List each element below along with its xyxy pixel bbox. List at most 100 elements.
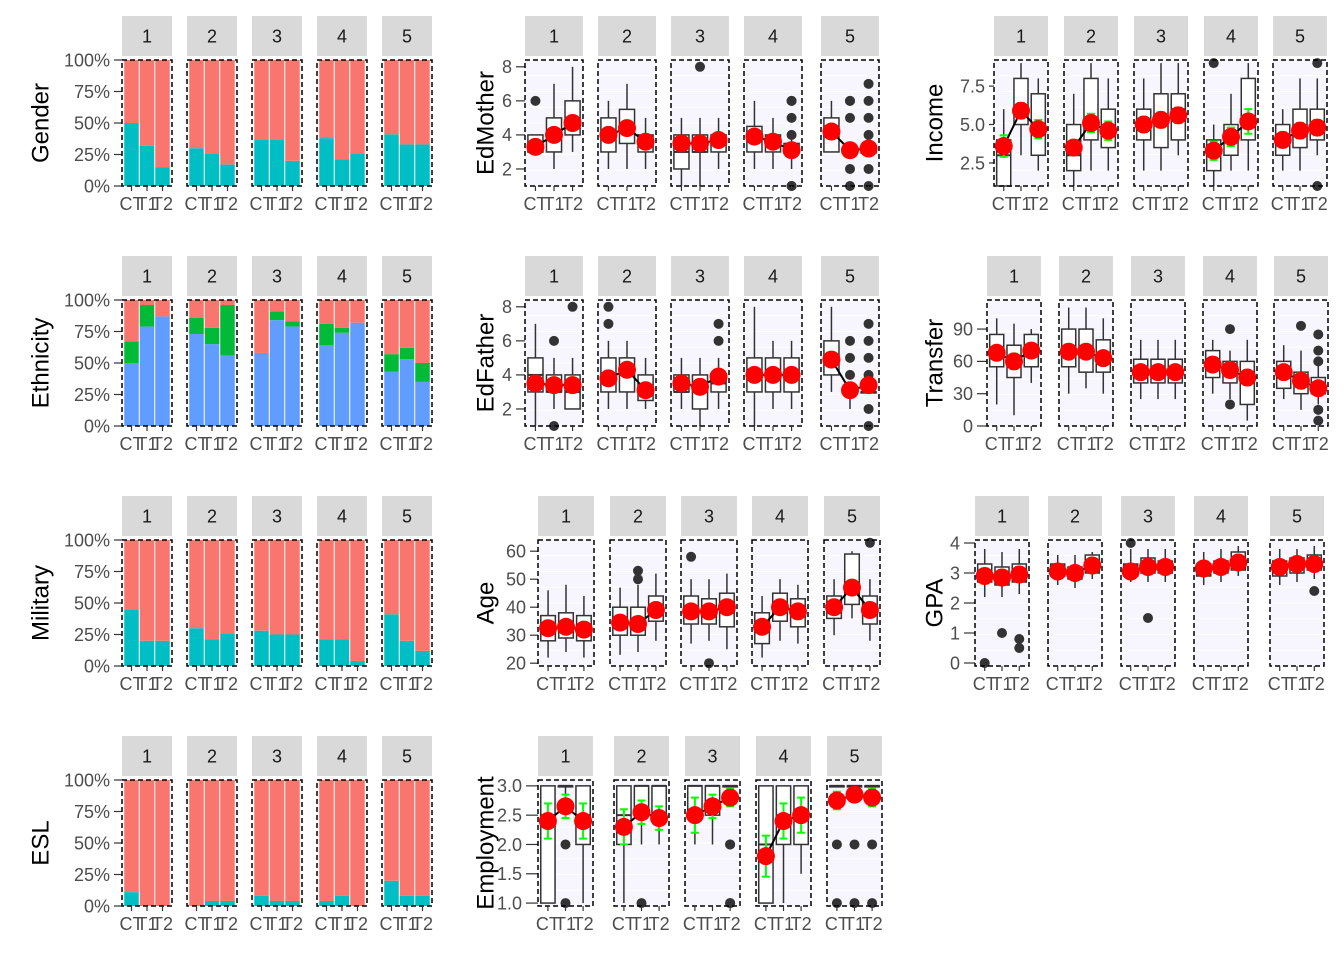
ethnicity-y-tick-label: 100% [64,290,110,310]
age-mean-point [611,613,630,632]
gender-bar-segment [220,60,235,165]
edfather-facet-strip [744,256,802,296]
edfather-mean-point [859,376,878,395]
military-facet-strip [252,496,302,536]
ethnicity-bar-segment [334,327,350,333]
edmother-x-tick-label: T2 [635,194,656,214]
age-mean-point [753,617,772,636]
transfer-x-tick-label: T2 [1093,434,1114,454]
military-bar-segment [399,640,415,666]
age-y-tick-label: 50 [506,570,526,590]
ethnicity-facet-strip [382,256,432,296]
military-x-tick-label: T1 [266,674,287,694]
ethnicity-chart: Ethnicity0%25%50%75%100%1CTT1T22CTT1T23C… [27,256,433,454]
edmother-y-tick-label: 2 [502,159,512,179]
gender-facet-label: 5 [402,26,412,46]
gender-bar-segment [124,123,139,186]
employment-x-tick-label: T1 [844,914,865,934]
gender-bar-segment [399,144,415,186]
ethnicity-bar-segment [399,300,415,348]
gpa-outlier-point [1143,613,1153,623]
transfer-mean-point [1221,361,1239,379]
military-facet-label: 1 [142,506,152,526]
employment-x-tick-label: T1 [702,914,723,934]
gender-x-tick-label: T1 [331,194,352,214]
military-facet-label: 3 [272,506,282,526]
employment-x-tick-label: CT [825,914,849,934]
military-y-tick-label: 25% [74,625,110,645]
military-bar-segment [384,614,399,666]
military-x-tick-label: T2 [152,674,173,694]
gender-x-tick-label: T1 [136,194,157,214]
esl-bar-segment [220,900,235,906]
ethnicity-bar-segment [155,316,170,426]
gender-bar-segment [350,60,365,154]
gender-bar-segment [285,160,300,186]
edmother-y-tick-label: 8 [502,57,512,77]
edfather-mean-point [618,360,636,379]
edmother-mean-point [745,127,764,146]
gender-bar-segment [334,60,350,160]
edfather-y-tick-label: 4 [502,365,512,385]
gpa-outlier-point [1014,634,1025,644]
transfer-outlier-point [1313,415,1324,426]
military-x-tick-label: T2 [412,674,433,694]
gender-x-tick-label: T1 [266,194,287,214]
transfer-x-tick-label: T1 [1003,434,1024,454]
transfer-facet-label: 4 [1225,266,1235,286]
income-x-tick-label: T1 [1220,194,1241,214]
military-facet-label: 5 [402,506,412,526]
military-bar-segment [189,540,204,629]
ethnicity-facet-strip [187,256,237,296]
gender-facet-label: 4 [337,26,347,46]
esl-x-tick-label: T2 [412,914,433,934]
edfather-outlier-point [603,301,614,312]
esl-bar-segment [384,880,399,906]
edfather-outlier-point [713,318,724,329]
edfather-outlier-point [845,369,855,380]
transfer-mean-point [987,343,1006,362]
gender-bar-segment [269,139,285,186]
esl-x-tick-label: CT [120,914,144,934]
military-bar-segment [285,540,300,635]
age-y-tick-label: 20 [506,654,526,674]
age-mean-point [682,602,701,621]
edmother-outlier-point [863,129,874,140]
age-x-tick-label: T2 [787,674,808,694]
transfer-facet-strip [1274,256,1328,296]
esl-bar-segment [254,895,269,906]
ethnicity-bar-segment [384,371,399,426]
edfather-facet-label: 3 [695,266,705,286]
edfather-mean-point [691,377,709,396]
edmother-y-tick-label: 4 [502,125,512,145]
edfather-x-tick-label: T1 [689,434,710,454]
ethnicity-x-tick-label: CT [120,434,144,454]
income-mean-point [1134,115,1153,134]
ethnicity-bar-segment [155,300,170,317]
age-facet-strip [752,496,808,536]
ethnicity-bar-segment [285,300,300,322]
ethnicity-y-tick-label: 25% [74,385,110,405]
esl-bar-segment [155,780,170,906]
income-x-tick-label: T2 [1238,194,1259,214]
edmother-outlier-point [695,61,705,72]
gpa-x-tick-label: T1 [1064,674,1085,694]
edmother-x-tick-label: CT [596,194,620,214]
gender-y-tick-label: 0% [84,176,110,196]
ethnicity-x-tick-label: T2 [412,434,433,454]
edmother-x-tick-label: CT [669,194,693,214]
employment-x-tick-label: CT [683,914,707,934]
income-x-tick-label: CT [1271,194,1295,214]
employment-y-tick-label: 3.0 [497,776,522,796]
income-facet-strip [994,16,1048,56]
military-bar-segment [319,639,334,666]
transfer-panel-border [1202,299,1258,427]
ethnicity-bar-segment [399,347,415,360]
esl-x-tick-label: T1 [266,914,287,934]
edfather-mean-point [745,365,764,384]
esl-x-tick-label: T1 [136,914,157,934]
age-mean-point [788,602,807,621]
military-bar-segment [124,540,139,610]
age-outlier-point [686,551,697,562]
ethnicity-bar-segment [269,320,285,426]
